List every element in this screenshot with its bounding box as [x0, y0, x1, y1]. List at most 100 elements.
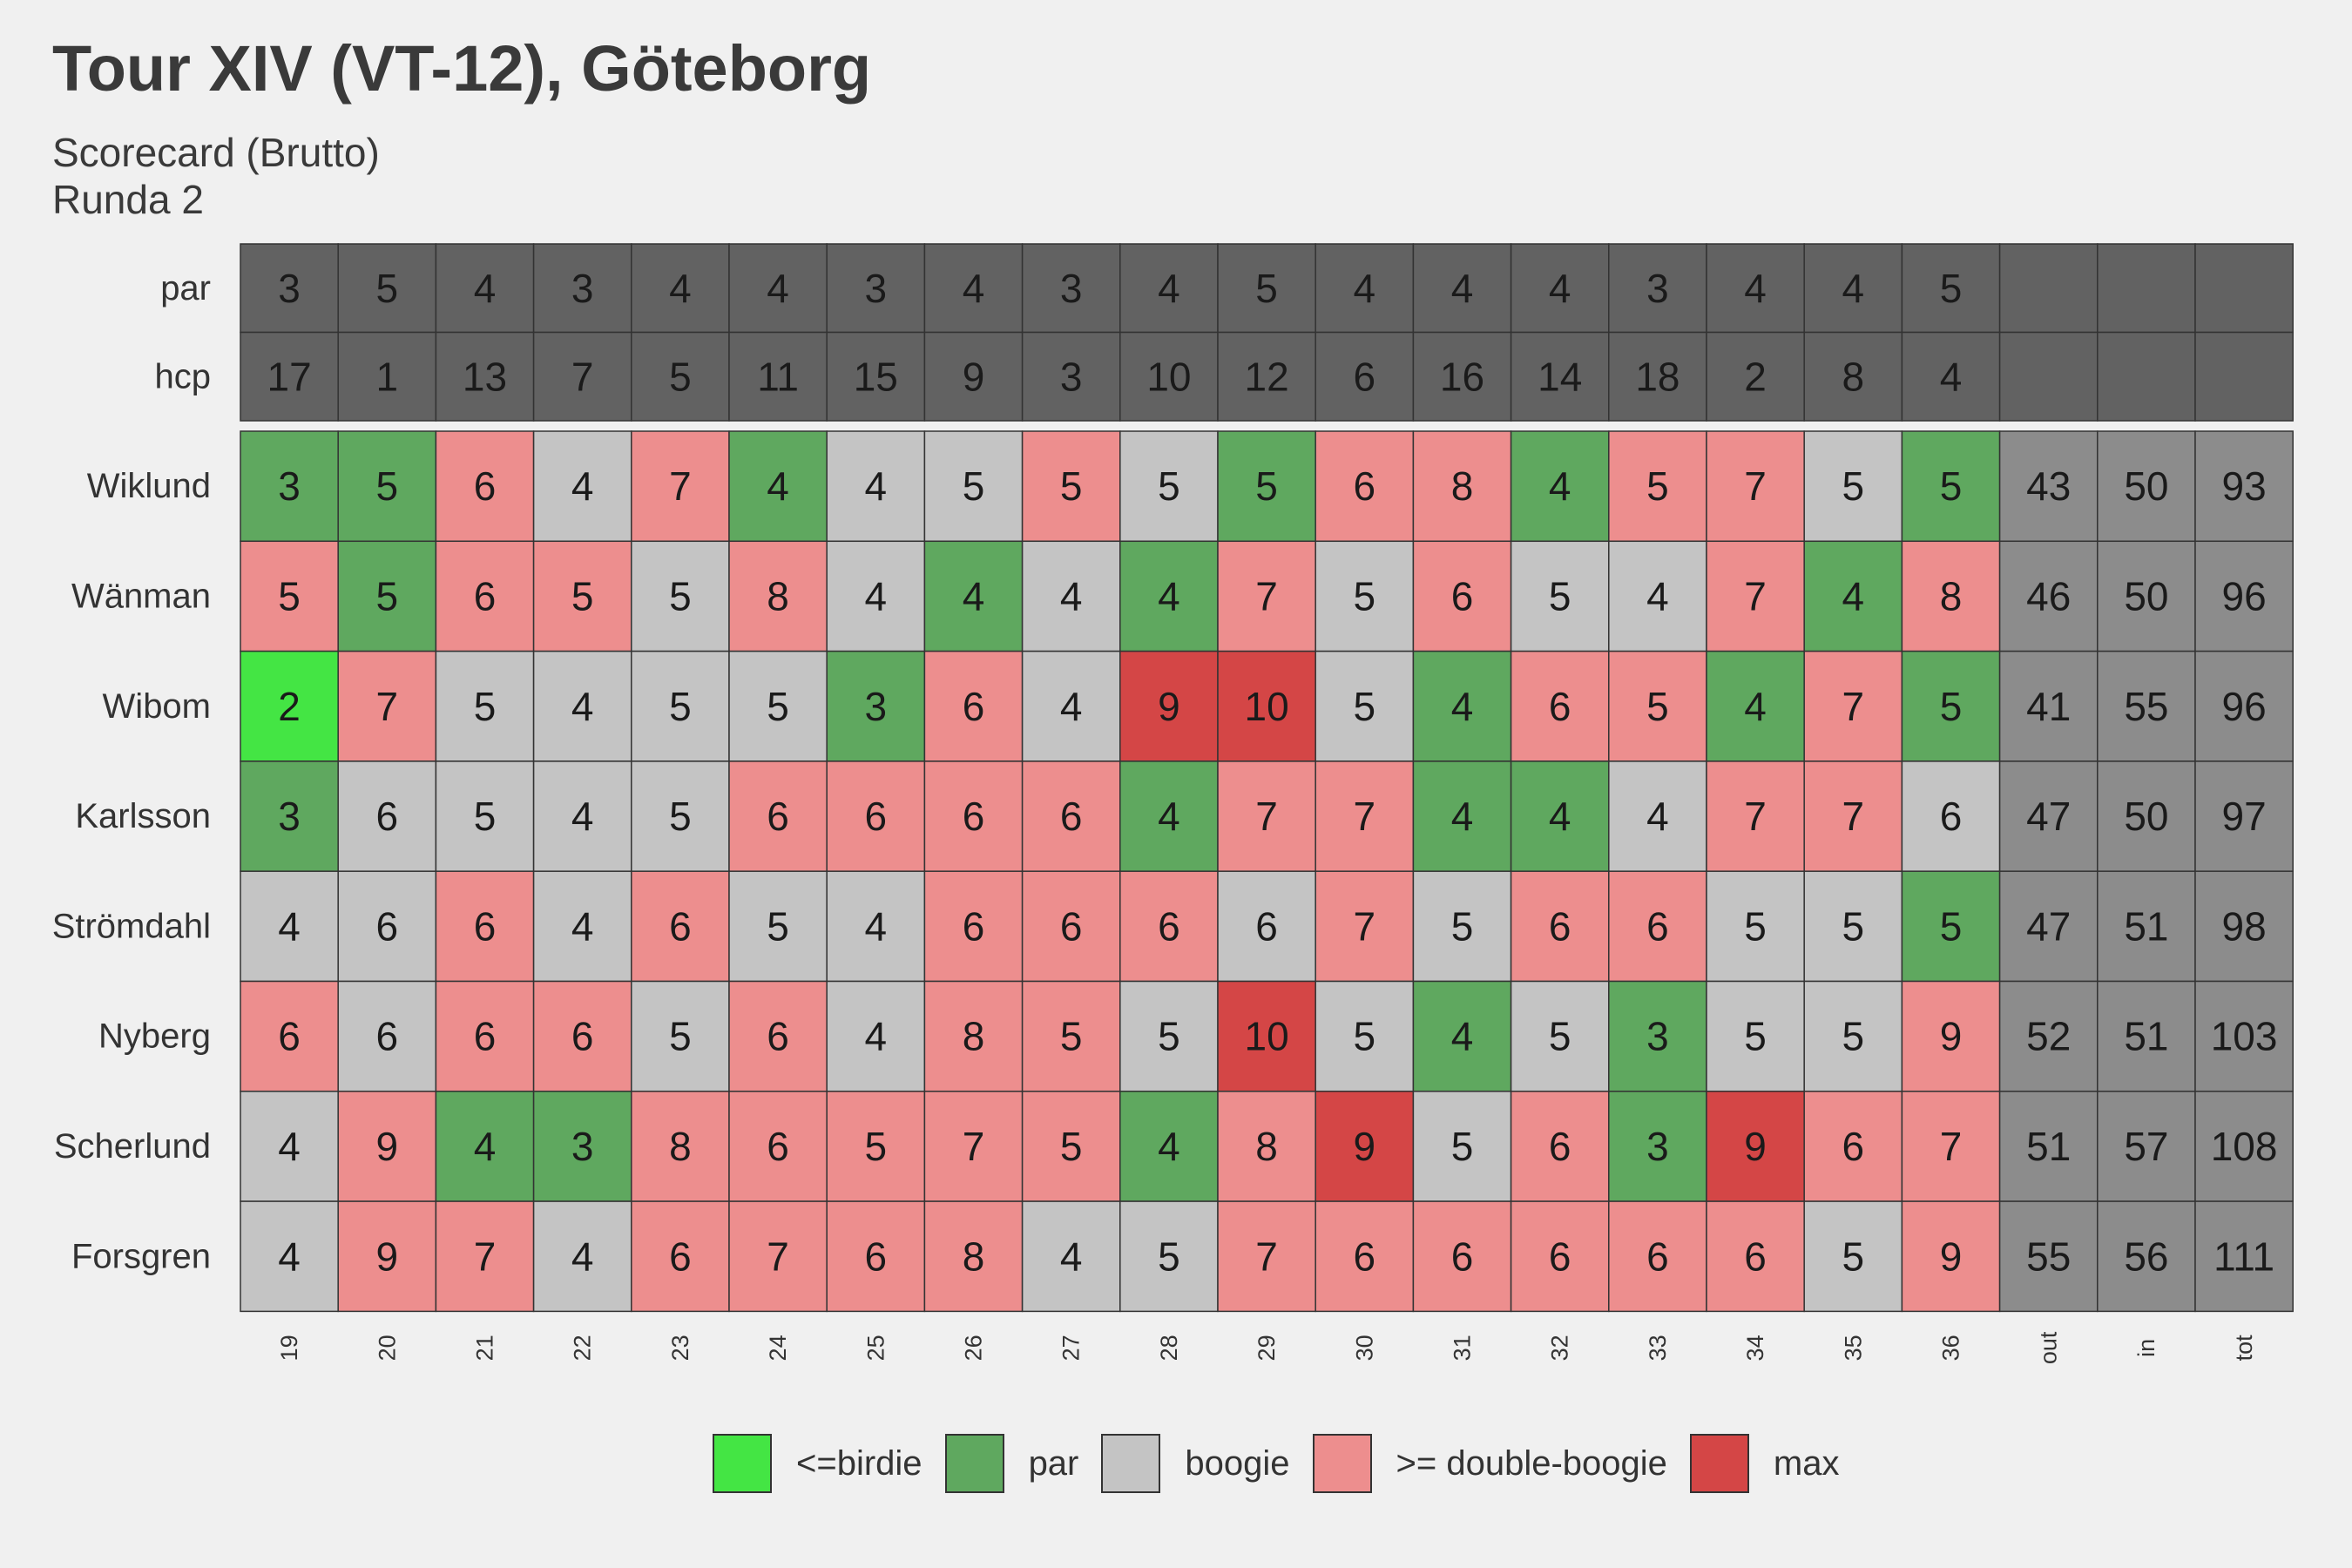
score-value-karlsson-27: 6 [1060, 794, 1083, 839]
header-cell-hcp-16 [1706, 331, 1805, 422]
summary-cell-karlsson-tot [2194, 760, 2294, 872]
score-cell-strömdahl-29 [1217, 870, 1316, 983]
score-cell-forsgren-24 [728, 1200, 828, 1313]
header-cell-par-20 [2097, 243, 2196, 334]
score-value-wiklund-30: 6 [1354, 463, 1376, 509]
score-value-strömdahl-34: 5 [1744, 903, 1767, 949]
legend-item-max: max [1689, 1434, 1839, 1493]
score-value-karlsson-36: 6 [1940, 794, 1963, 839]
player-label-forsgren: Forsgren [71, 1237, 211, 1275]
summary-cell-scherlund-tot [2194, 1091, 2294, 1202]
column-label-31: 31 [1450, 1335, 1476, 1361]
score-value-forsgren-26: 8 [963, 1233, 985, 1279]
header-cell-par-6 [728, 243, 828, 334]
player-label-scherlund: Scherlund [54, 1127, 211, 1166]
header-value-par-21: 4 [474, 266, 497, 311]
score-cell-wibom-29 [1217, 650, 1316, 762]
player-label-wänman: Wänman [71, 577, 211, 615]
score-value-nyberg-36: 9 [1940, 1014, 1963, 1059]
header-cell-hcp-10 [1119, 331, 1219, 422]
score-value-wänman-32: 5 [1549, 573, 1571, 618]
score-cell-karlsson-22 [532, 760, 632, 872]
header-value-hcp-31: 16 [1440, 354, 1484, 399]
score-value-scherlund-23: 8 [669, 1124, 692, 1169]
summary-cell-nyberg-out [1998, 980, 2099, 1092]
column-label-29: 29 [1254, 1335, 1280, 1361]
score-value-nyberg-34: 5 [1744, 1014, 1767, 1059]
header-value-hcp-28: 10 [1146, 354, 1191, 399]
score-value-nyberg-24: 6 [767, 1014, 789, 1059]
score-cell-wiklund-28 [1119, 430, 1219, 543]
score-value-wiklund-34: 7 [1744, 463, 1767, 509]
header-cell-hcp-1 [240, 331, 339, 422]
score-value-wiklund-22: 4 [571, 463, 594, 509]
header-value-par-32: 4 [1549, 266, 1571, 311]
header-cell-hcp-4 [532, 331, 632, 422]
score-value-scherlund-25: 5 [865, 1124, 888, 1169]
header-value-hcp-27: 3 [1060, 354, 1083, 399]
row-label-par: par [160, 269, 211, 308]
score-cell-wänman-21 [435, 540, 535, 652]
summary-value-scherlund-out: 51 [2026, 1124, 2071, 1169]
header-cell-hcp-20 [2097, 331, 2196, 422]
score-cell-forsgren-22 [532, 1200, 632, 1313]
header-cell-par-7 [826, 243, 926, 334]
score-cell-wibom-25 [826, 650, 926, 762]
score-cell-nyberg-34 [1706, 980, 1805, 1092]
column-label-24: 24 [765, 1335, 791, 1361]
header-value-hcp-30: 6 [1354, 354, 1376, 399]
score-value-scherlund-35: 6 [1842, 1124, 1865, 1169]
score-cell-karlsson-33 [1608, 760, 1707, 872]
score-cell-wänman-22 [532, 540, 632, 652]
score-value-nyberg-23: 5 [669, 1014, 692, 1059]
chart-subtitle: Scorecard (Brutto) Runda 2 [52, 129, 380, 223]
score-value-scherlund-30: 9 [1354, 1124, 1376, 1169]
summary-value-forsgren-tot: 111 [2213, 1233, 2274, 1279]
header-cell-hcp-14 [1510, 331, 1610, 422]
summary-value-wänman-in: 50 [2124, 573, 2168, 618]
legend-item-double-bogey: >= double-boogie [1312, 1434, 1667, 1493]
chart-title: Tour XIV (VT-12), Göteborg [52, 32, 872, 105]
score-value-strömdahl-19: 4 [278, 903, 301, 949]
score-cell-forsgren-33 [1608, 1200, 1707, 1313]
score-cell-karlsson-24 [728, 760, 828, 872]
summary-value-strömdahl-tot: 98 [2222, 903, 2267, 949]
summary-cell-forsgren-out [1998, 1200, 2099, 1313]
legend-key-par [944, 1434, 1004, 1493]
score-value-karlsson-31: 4 [1451, 794, 1474, 839]
score-cell-wibom-36 [1901, 650, 2001, 762]
score-cell-karlsson-27 [1021, 760, 1121, 872]
summary-cell-forsgren-tot [2194, 1200, 2294, 1313]
score-value-wibom-27: 4 [1060, 684, 1083, 729]
summary-value-wänman-out: 46 [2026, 573, 2071, 618]
summary-value-nyberg-in: 51 [2124, 1014, 2168, 1059]
score-value-scherlund-31: 5 [1451, 1124, 1474, 1169]
header-cell-hcp-6 [728, 331, 828, 422]
score-value-strömdahl-30: 7 [1354, 903, 1376, 949]
score-cell-wänman-30 [1315, 540, 1415, 652]
score-value-wiklund-23: 7 [669, 463, 692, 509]
score-cell-wibom-23 [631, 650, 730, 762]
score-value-karlsson-25: 6 [865, 794, 888, 839]
score-cell-wiklund-32 [1510, 430, 1610, 543]
score-value-scherlund-32: 6 [1549, 1124, 1571, 1169]
score-value-wiklund-31: 8 [1451, 463, 1474, 509]
header-value-par-34: 4 [1744, 266, 1767, 311]
score-value-wänman-36: 8 [1940, 573, 1963, 618]
score-cell-wänman-25 [826, 540, 926, 652]
column-label-out: out [2036, 1331, 2062, 1364]
header-cell-par-19 [1998, 243, 2099, 334]
score-cell-nyberg-29 [1217, 980, 1316, 1092]
summary-cell-wibom-out [1998, 650, 2099, 762]
summary-cell-nyberg-in [2097, 980, 2196, 1092]
score-cell-wibom-26 [923, 650, 1024, 762]
legend-label-double-bogey: >= double-boogie [1396, 1443, 1667, 1483]
header-value-hcp-23: 5 [669, 354, 692, 399]
score-cell-karlsson-26 [923, 760, 1024, 872]
header-value-par-20: 5 [376, 266, 399, 311]
header-value-hcp-20: 1 [376, 354, 399, 399]
score-value-wänman-35: 4 [1842, 573, 1865, 618]
score-cell-forsgren-26 [923, 1200, 1024, 1313]
row-label-hcp: hcp [155, 357, 212, 395]
score-value-wibom-35: 7 [1842, 684, 1865, 729]
